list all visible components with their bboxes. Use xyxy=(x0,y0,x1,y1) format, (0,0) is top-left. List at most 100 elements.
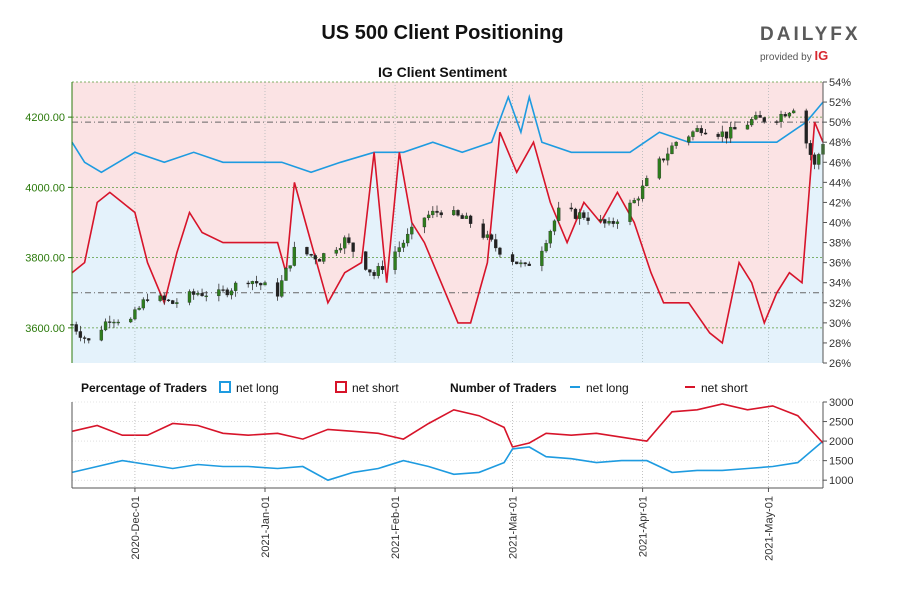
candle-body xyxy=(393,251,397,270)
candle-body xyxy=(519,262,523,265)
main-plot-axes: 3600.00 3800.00 4000.00 4200.00 26% 28% 30% 32%… xyxy=(25,77,851,370)
candle-body xyxy=(695,128,699,132)
legend-pct-heading: Percentage of Traders xyxy=(81,381,207,395)
x-tick-label: 2021-Mar-01 xyxy=(508,496,520,559)
candle-body xyxy=(687,136,691,143)
candle-body xyxy=(200,293,204,297)
x-tick-label: 2021-Feb-01 xyxy=(390,496,402,559)
candle-body xyxy=(783,113,787,117)
candle-body xyxy=(758,115,762,118)
candle-body xyxy=(787,112,792,117)
candle-body xyxy=(489,234,494,240)
candle-body xyxy=(351,242,355,252)
candle-body xyxy=(808,143,813,155)
candle-body xyxy=(573,208,578,219)
candle-body xyxy=(250,281,255,285)
candle-body xyxy=(364,251,368,270)
candle-body xyxy=(582,212,586,218)
percent-tick-label: 26% xyxy=(829,358,851,370)
candle-body xyxy=(540,250,544,266)
candle-body xyxy=(108,321,112,323)
candle-body xyxy=(510,254,515,262)
candle-body xyxy=(636,198,641,201)
candle-body xyxy=(578,212,582,219)
candle-body xyxy=(661,158,666,161)
candle-body xyxy=(812,154,817,165)
candle-body xyxy=(804,110,808,144)
candle-body xyxy=(603,219,607,224)
candle-body xyxy=(368,269,372,273)
price-tick-label: 3800.00 xyxy=(25,253,65,265)
candle-body xyxy=(82,337,87,339)
candle-body xyxy=(397,247,401,252)
candle-body xyxy=(162,295,166,301)
candle-body xyxy=(112,321,116,324)
candle-body xyxy=(426,214,431,219)
candle-body xyxy=(233,282,238,291)
price-candles xyxy=(70,108,825,344)
candle-body xyxy=(192,291,196,295)
candle-body xyxy=(87,338,91,341)
percent-tick-label: 34% xyxy=(829,278,851,290)
count-tick-label: 2000 xyxy=(829,436,853,448)
brand-logo: DAILYFX provided by IG xyxy=(760,24,870,63)
candle-body xyxy=(607,220,611,224)
candle-body xyxy=(645,178,649,187)
candle-body xyxy=(754,115,758,120)
candle-body xyxy=(628,202,632,222)
net-short-area xyxy=(72,82,823,343)
percent-tick-label: 40% xyxy=(829,218,851,230)
candle-body xyxy=(246,282,250,285)
candle-body xyxy=(401,242,406,248)
candle-body xyxy=(275,282,280,297)
candle-body xyxy=(716,133,720,137)
percent-tick-label: 54% xyxy=(829,77,851,89)
brand-ig: IG xyxy=(814,48,829,63)
candle-body xyxy=(322,253,326,262)
candle-body xyxy=(259,283,263,286)
candle-body xyxy=(229,290,234,296)
price-tick-label: 4000.00 xyxy=(25,182,65,194)
candle-body xyxy=(703,132,708,135)
chart-title: US 500 Client Positioning xyxy=(321,22,564,44)
candle-body xyxy=(305,246,309,255)
candle-body xyxy=(527,263,531,266)
legend-num-short: net short xyxy=(701,381,748,395)
count-tick-label: 2500 xyxy=(829,417,853,429)
candle-body xyxy=(640,185,645,199)
candle-body xyxy=(548,231,552,244)
brand-provided-by: provided by xyxy=(760,52,812,63)
price-tick-label: 4200.00 xyxy=(25,112,65,124)
candle-body xyxy=(334,249,338,254)
candle-body xyxy=(745,124,750,130)
candle-body xyxy=(74,324,78,332)
price-tick-label: 3600.00 xyxy=(25,323,65,335)
candle-body xyxy=(410,226,414,235)
legend-num-heading: Number of Traders xyxy=(450,381,557,395)
percent-tick-label: 48% xyxy=(829,137,851,149)
candle-body xyxy=(313,255,317,260)
bottom-plot-axes: 1000 1500 2000 2500 3000 xyxy=(71,397,853,488)
main-plot-background xyxy=(72,82,823,363)
percent-tick-label: 42% xyxy=(829,197,851,209)
candle-body xyxy=(288,265,292,269)
candle-body xyxy=(99,329,104,341)
candle-body xyxy=(494,239,498,249)
candle-body xyxy=(78,331,83,338)
percent-tick-label: 30% xyxy=(829,318,851,330)
candle-body xyxy=(116,321,120,324)
legend-pct-long: net long xyxy=(236,381,279,395)
candle-body xyxy=(309,254,313,256)
candle-body xyxy=(280,280,284,297)
brand-sub: provided by IG xyxy=(760,48,870,63)
percent-tick-label: 50% xyxy=(829,117,851,129)
candle-body xyxy=(460,215,464,219)
candle-body xyxy=(468,215,473,224)
candle-body xyxy=(498,247,502,255)
count-tick-label: 1000 xyxy=(829,475,853,487)
net-long-count-line xyxy=(71,440,824,482)
candle-body xyxy=(217,289,221,297)
legend-num-long: net long xyxy=(586,381,629,395)
net-long-pct-line xyxy=(71,93,824,174)
candle-body xyxy=(691,131,695,137)
